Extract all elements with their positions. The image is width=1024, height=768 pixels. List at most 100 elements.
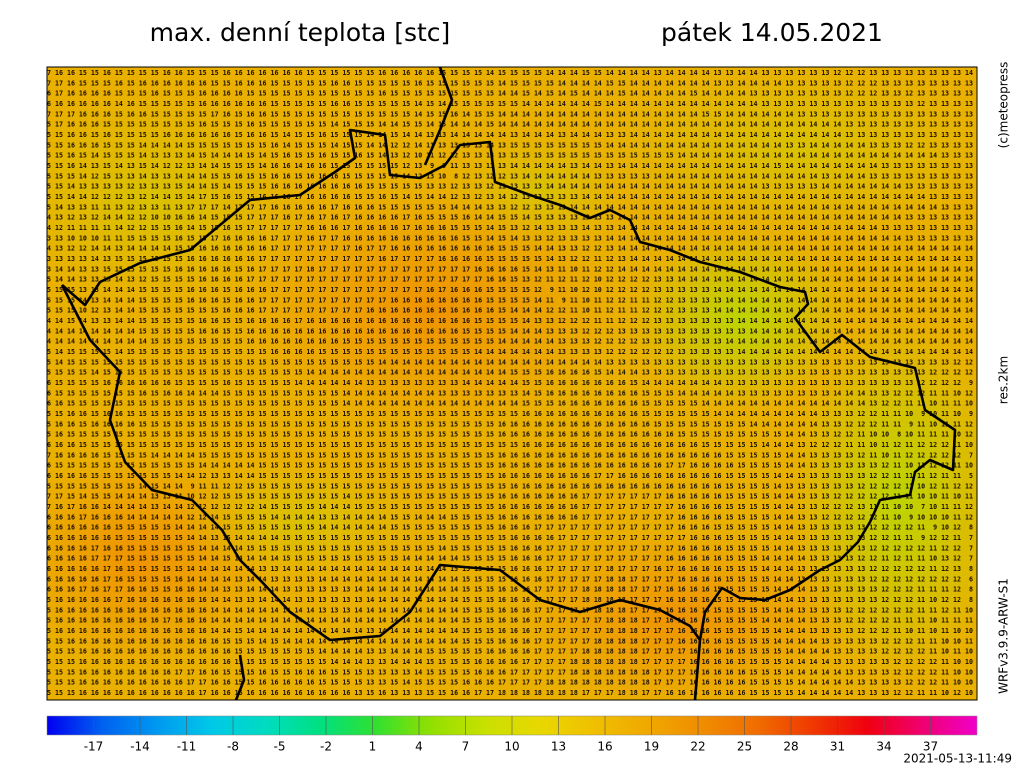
value-row: 16 16 16 16 15 15 15 15 15 15 15 14 14 1… xyxy=(43,471,973,480)
value-row: 15 15 16 15 14 15 15 15 14 13 13 13 14 1… xyxy=(43,151,973,160)
value-row: 16 16 16 16 17 16 16 15 15 15 15 15 15 1… xyxy=(43,543,973,552)
colorbar-label: -8 xyxy=(227,740,239,754)
value-row: 15 16 16 16 16 16 17 16 16 16 16 16 16 1… xyxy=(43,595,973,604)
copyright: (c)meteopress xyxy=(997,62,1011,149)
value-row: 15 15 16 16 16 16 16 16 16 16 16 16 16 1… xyxy=(43,636,973,645)
value-row: 16 17 16 16 16 16 15 15 15 16 15 15 15 1… xyxy=(43,89,973,98)
value-row: 14 14 14 14 14 14 14 14 14 15 15 15 15 1… xyxy=(43,337,973,346)
shade xyxy=(510,530,850,700)
value-row: 15 14 15 15 15 15 15 15 15 15 15 15 15 1… xyxy=(43,357,973,366)
value-row: 16 16 16 15 15 15 15 15 15 15 15 15 15 1… xyxy=(43,440,973,449)
colorbar-label: -5 xyxy=(274,740,286,754)
value-row: 15 15 14 13 13 13 13 12 13 13 13 15 14 1… xyxy=(43,182,973,191)
colorbar-label: 34 xyxy=(876,740,891,754)
colorbar-label: -14 xyxy=(130,740,150,754)
colorbar-label: 22 xyxy=(690,740,705,754)
value-row: 16 16 16 17 16 16 16 14 14 14 14 14 12 1… xyxy=(43,512,973,521)
value-row: 15 15 16 16 15 16 15 15 15 15 16 16 16 1… xyxy=(43,130,973,139)
date: pátek 14.05.2021 xyxy=(661,18,883,47)
shade xyxy=(47,90,310,310)
value-row: 16 15 15 15 15 16 16 16 16 16 16 15 15 1… xyxy=(43,378,973,387)
value-row: 16 16 16 16 16 17 16 15 15 15 15 15 14 1… xyxy=(43,564,973,573)
value-row: 15 16 16 16 16 16 16 16 16 16 16 16 16 1… xyxy=(43,626,973,635)
value-row: 15 15 16 14 13 15 14 13 15 14 12 12 13 1… xyxy=(43,161,973,170)
value-row: 16 16 16 16 17 17 17 15 15 15 15 15 15 1… xyxy=(43,554,973,563)
value-row: 17 16 16 15 15 16 15 15 15 15 16 16 15 1… xyxy=(43,68,973,77)
value-row: 17 17 17 16 16 16 15 16 16 15 15 15 15 1… xyxy=(43,109,973,118)
value-row: 15 14 14 13 13 13 14 13 12 15 15 15 15 1… xyxy=(43,275,973,284)
shade xyxy=(240,190,620,430)
value-row: 15 15 15 16 16 16 16 16 16 16 16 17 17 1… xyxy=(43,667,973,676)
borders xyxy=(60,67,957,700)
value-row: 14 13 12 13 12 14 14 12 12 10 10 16 16 1… xyxy=(43,213,973,222)
value-row: 13 14 14 13 13 15 15 15 15 15 15 16 16 1… xyxy=(43,264,973,273)
value-row: 15 16 15 15 15 15 15 15 15 15 15 15 15 1… xyxy=(43,430,973,439)
value-row: 15 15 15 16 16 16 16 16 16 16 16 16 16 1… xyxy=(43,657,973,666)
colorbar-label: 16 xyxy=(597,740,612,754)
colorbar-ticks: -17 -14 -11 -8 -5 -2 1 4 7 10 13 16 19 22 25 28 31 34 37 xyxy=(84,716,938,754)
border-line xyxy=(60,284,702,642)
colorbar-label: 31 xyxy=(830,740,845,754)
shade xyxy=(630,230,850,410)
resolution: res.2km xyxy=(997,356,1011,404)
colorbar-label: 19 xyxy=(644,740,659,754)
value-row: 14 12 11 11 11 11 14 12 12 15 15 16 14 1… xyxy=(43,223,973,232)
value-row: 15 15 15 14 12 15 13 13 14 13 13 14 14 1… xyxy=(43,171,973,180)
colorbar-label: 4 xyxy=(415,740,423,754)
colorbar-label: 7 xyxy=(462,740,470,754)
value-row: 15 15 16 16 15 16 16 15 15 15 15 15 15 1… xyxy=(43,409,973,418)
value-row: 14 14 15 14 13 13 14 14 15 15 15 15 15 1… xyxy=(43,316,973,325)
value-row: 16 16 16 16 16 16 15 15 15 15 15 15 14 1… xyxy=(43,533,973,542)
colorbar-label: 13 xyxy=(551,740,566,754)
map-frame xyxy=(46,66,978,701)
value-row: 15 14 15 15 15 15 14 15 15 15 15 15 15 1… xyxy=(43,347,973,356)
colorbar-label: -17 xyxy=(84,740,104,754)
value-row: 15 15 15 15 14 15 15 15 15 15 15 15 15 1… xyxy=(43,368,973,377)
timestamp: 2021-05-13-11:49 xyxy=(903,752,1012,766)
colorbar-label: 10 xyxy=(504,740,519,754)
map: 17 16 16 15 15 16 15 15 15 15 16 16 15 1… xyxy=(43,67,977,700)
model: WRFv3.9.9-ARW-S1 xyxy=(997,578,1011,694)
value-row: 15 16 16 16 16 16 16 16 16 16 17 16 16 1… xyxy=(43,616,973,625)
border-line xyxy=(423,67,454,166)
value-row: 15 14 13 13 11 11 13 12 13 13 11 13 17 1… xyxy=(43,202,973,211)
value-row: 17 17 15 14 15 15 14 14 14 13 13 11 10 1… xyxy=(43,492,973,501)
border-line xyxy=(234,654,246,700)
value-row: 16 15 15 15 15 15 15 15 16 15 16 16 14 1… xyxy=(43,388,973,397)
value-row: 16 16 16 17 16 17 17 16 16 15 15 16 16 1… xyxy=(43,585,973,594)
value-row: 15 15 15 13 13 14 14 14 15 15 15 15 16 1… xyxy=(43,285,973,294)
value-row: 16 16 16 16 16 16 14 16 15 15 15 15 15 1… xyxy=(43,99,973,108)
value-row: 15 16 16 16 16 16 16 16 16 16 16 16 16 1… xyxy=(43,605,973,614)
value-row: 15 15 15 16 16 16 16 16 16 16 16 16 16 1… xyxy=(43,647,973,656)
value-row: 14 13 12 12 14 14 13 14 14 14 14 15 15 1… xyxy=(43,244,973,253)
value-row: 15 15 15 14 13 14 14 14 15 15 15 15 16 1… xyxy=(43,295,973,304)
value-row: 15 15 14 14 12 12 12 13 12 14 14 15 14 1… xyxy=(43,192,973,201)
value-row: 17 16 16 16 16 15 15 15 15 14 14 14 14 1… xyxy=(43,450,973,459)
border-line xyxy=(61,128,957,700)
shade xyxy=(180,460,420,580)
value-row: 15 15 15 15 15 15 15 15 14 15 14 14 9 11… xyxy=(43,481,973,490)
colorbar-label: 1 xyxy=(369,740,377,754)
colorbar-label: -11 xyxy=(177,740,197,754)
colorbar-label: 28 xyxy=(783,740,798,754)
value-row: 15 16 16 15 16 16 16 16 15 15 15 15 15 1… xyxy=(43,419,973,428)
shade xyxy=(600,67,977,240)
title: max. denní teplota [stc] xyxy=(150,18,451,47)
value-row: 13 13 13 13 14 13 15 15 15 15 15 15 16 1… xyxy=(43,254,973,263)
value-row: 15 15 15 16 16 16 16 16 16 16 16 16 16 1… xyxy=(43,688,973,697)
value-row: 14 14 14 14 14 14 14 14 15 15 15 15 15 1… xyxy=(43,326,973,335)
colorbar-label: 25 xyxy=(737,740,752,754)
value-row: 17 16 17 16 16 14 14 14 14 13 14 14 12 1… xyxy=(43,502,973,511)
value-row: 15 15 15 10 12 13 14 14 15 15 15 15 15 1… xyxy=(43,306,973,315)
value-row: 15 17 16 16 16 15 15 15 15 15 15 15 15 1… xyxy=(43,120,973,129)
value-grid: 17 16 16 15 15 16 15 15 15 15 16 16 15 1… xyxy=(43,68,973,697)
value-row: 15 15 15 16 16 16 16 16 16 16 16 16 17 1… xyxy=(43,678,973,687)
value-row: 16 16 15 15 15 15 15 15 15 15 15 15 15 1… xyxy=(43,399,973,408)
colorbar-label: -2 xyxy=(320,740,332,754)
value-row: 16 15 15 15 15 15 15 15 15 15 15 15 15 1… xyxy=(43,461,973,470)
value-row: 16 16 16 16 16 16 15 15 15 15 15 14 14 1… xyxy=(43,523,973,532)
value-row: 13 13 10 10 10 11 11 15 15 15 15 16 15 1… xyxy=(43,233,973,242)
value-row: 15 15 16 16 16 15 15 15 14 14 14 14 15 1… xyxy=(43,140,973,149)
value-row: 17 17 16 15 15 15 16 15 16 16 16 16 16 1… xyxy=(43,78,973,87)
